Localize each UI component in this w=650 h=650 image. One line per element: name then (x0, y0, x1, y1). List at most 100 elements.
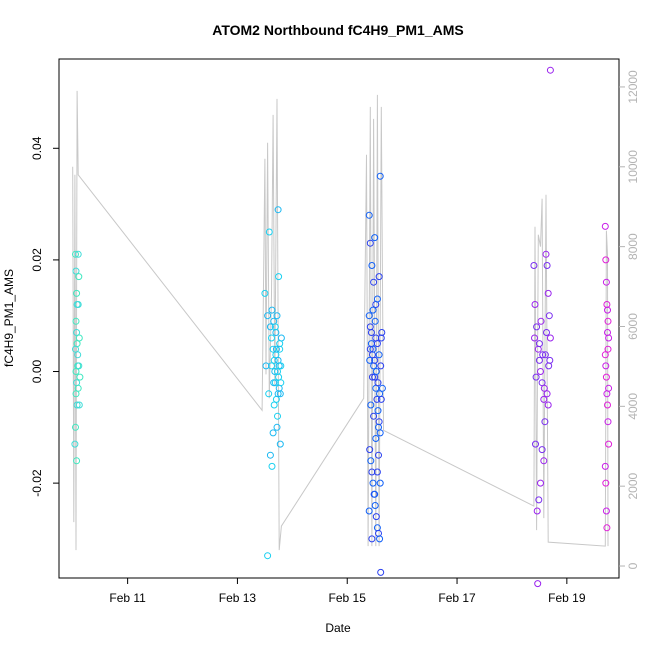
data-point (372, 435, 380, 442)
data-point (542, 250, 550, 258)
data-point (365, 312, 373, 320)
data-point (602, 479, 610, 487)
data-point (261, 289, 269, 297)
data-point (541, 351, 549, 359)
data-point (372, 368, 380, 375)
data-point (271, 368, 279, 375)
data-point (73, 289, 81, 297)
x-axis-label: Date (325, 621, 351, 635)
data-point (539, 351, 547, 359)
data-point (602, 256, 610, 264)
data-point (373, 295, 381, 303)
data-point (369, 479, 377, 487)
data-point (546, 356, 554, 364)
data-point (543, 262, 551, 269)
data-point (373, 468, 381, 476)
data-point (603, 524, 611, 532)
data-point (271, 323, 279, 331)
data-point (74, 301, 82, 308)
x-axis: Feb 11 Feb 13 Feb 15 Feb 17 Feb 19 (109, 578, 586, 605)
data-point (268, 334, 275, 342)
data-point (365, 211, 373, 219)
data-point (264, 312, 272, 320)
y-tick-label: -0.02 (30, 469, 44, 497)
data-point (544, 401, 552, 409)
x-tick-label: Feb 15 (329, 591, 367, 605)
data-point (277, 334, 285, 342)
data-point (73, 401, 81, 409)
y2-tick-label: 2000 (626, 473, 640, 500)
data-point (605, 440, 613, 448)
data-point (72, 368, 80, 375)
data-point (604, 317, 612, 325)
data-point (372, 513, 380, 521)
y-tick-label: 0.02 (30, 248, 44, 272)
data-point (535, 356, 543, 364)
data-point (604, 345, 612, 353)
data-point (367, 457, 375, 465)
secondary-series-line (72, 90, 609, 551)
data-point (371, 490, 379, 498)
data-point (373, 395, 381, 403)
data-point (375, 351, 383, 359)
data-point (375, 529, 382, 537)
data-point (377, 568, 385, 576)
data-point (601, 351, 609, 359)
data-point (368, 262, 376, 269)
data-point (73, 329, 81, 336)
data-point (372, 384, 380, 392)
data-point (533, 507, 541, 515)
data-point (604, 401, 611, 409)
data-point (370, 278, 378, 286)
data-point (274, 368, 281, 375)
data-point (541, 418, 549, 426)
data-point (540, 457, 548, 465)
data-point (534, 580, 542, 588)
data-point (603, 301, 611, 308)
data-point (265, 390, 273, 398)
data-point (376, 429, 384, 437)
data-point (269, 429, 277, 437)
data-point (273, 423, 281, 431)
data-point (531, 334, 538, 342)
data-point (535, 340, 543, 348)
data-point (530, 262, 538, 269)
points-layer (71, 66, 613, 588)
data-point (602, 373, 610, 381)
data-point (370, 412, 378, 420)
y2-tick-label: 12000 (626, 70, 640, 104)
data-point (538, 379, 546, 387)
data-point (371, 234, 379, 242)
data-point (268, 462, 276, 470)
data-point (540, 395, 548, 403)
data-point (264, 552, 272, 560)
data-point (265, 228, 273, 236)
data-point (275, 273, 283, 281)
data-point (532, 373, 540, 381)
data-point (533, 323, 541, 331)
data-point (376, 172, 384, 180)
data-point (72, 423, 79, 431)
data-point (367, 401, 375, 409)
y-tick-label: 0.04 (30, 136, 44, 160)
data-point (604, 418, 612, 426)
data-point (374, 407, 382, 415)
x-tick-label: Feb 13 (219, 591, 257, 605)
data-point (375, 451, 382, 459)
data-point (371, 317, 379, 325)
x-tick-label: Feb 11 (109, 591, 146, 605)
data-point (540, 384, 548, 392)
data-point (76, 373, 84, 381)
data-point (375, 273, 383, 281)
data-point (531, 301, 539, 308)
y2-tick-label: 6000 (626, 313, 640, 340)
data-point (374, 379, 382, 387)
data-point (372, 334, 380, 342)
data-point (72, 267, 80, 275)
data-point (604, 329, 611, 336)
data-point (543, 390, 551, 398)
data-point (369, 373, 376, 381)
data-point (546, 334, 554, 342)
data-point (277, 362, 285, 370)
plot-frame (58, 58, 620, 579)
